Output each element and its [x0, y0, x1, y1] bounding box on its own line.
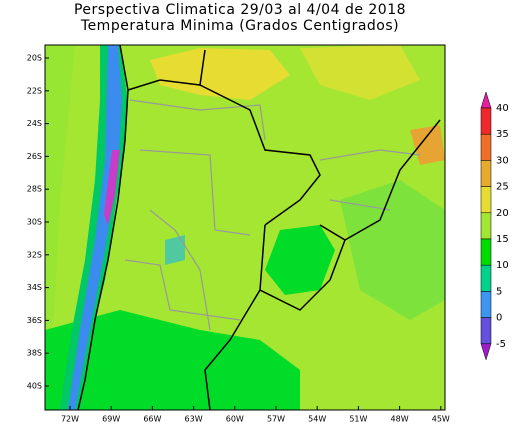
- colorbar-segment: [480, 160, 492, 187]
- latitude-label: 32S: [27, 250, 42, 259]
- longitude-label: 60W: [226, 415, 244, 424]
- warm-zone: [150, 48, 290, 100]
- colorbar-top-arrow: [480, 91, 492, 109]
- subtitle: Temperatura Minima (Grados Centigrados): [80, 18, 399, 34]
- latitude-label: 38S: [27, 349, 42, 358]
- longitude-label: 54W: [308, 415, 326, 424]
- latitude-label: 28S: [27, 185, 42, 194]
- andes-cold: [68, 45, 122, 410]
- latitude-label: 30S: [27, 218, 42, 227]
- green-zone: [45, 310, 300, 410]
- colorbar-label: 20: [496, 208, 509, 219]
- colorbar-label: 40: [496, 103, 509, 114]
- colorbar: 40 35 30 25 20 15 10 5 0 -5: [480, 91, 509, 361]
- longitude-label: 48W: [391, 415, 409, 424]
- warm-zone: [300, 45, 420, 100]
- longitude-label: 63W: [185, 415, 203, 424]
- latitude-label: 34S: [27, 283, 42, 292]
- longitude-label: 45W: [432, 415, 450, 424]
- colorbar-label: 10: [496, 260, 509, 271]
- colorbar-label: 0: [496, 313, 502, 324]
- longitude-label: 57W: [267, 415, 285, 424]
- colorbar-segment: [480, 212, 492, 240]
- colorbar-segment: [480, 317, 492, 345]
- cool-spot: [165, 235, 185, 265]
- longitude-label: 69W: [102, 415, 120, 424]
- green-zone: [265, 225, 335, 295]
- country-borders: [77, 45, 441, 410]
- colorbar-segment: [480, 186, 492, 214]
- provincial-borders: [124, 99, 421, 331]
- latitude-label: 24S: [27, 119, 42, 128]
- colorbar-segment: [480, 264, 492, 292]
- colorbar-bottom-arrow: [480, 343, 492, 361]
- latitude-label: 40S: [27, 382, 42, 391]
- longitude-label: 66W: [143, 415, 161, 424]
- colorbar-label: 30: [496, 155, 509, 166]
- latitude-label: 22S: [27, 86, 42, 95]
- colorbar-label: 35: [496, 129, 509, 140]
- green-zone: [340, 180, 445, 320]
- latitude-label: 36S: [27, 316, 42, 325]
- colorbar-label: 5: [496, 286, 502, 297]
- map: [44, 44, 446, 411]
- ocean-field: [45, 45, 75, 410]
- latitude-label: 26S: [27, 152, 42, 161]
- colorbar-segment: [480, 107, 492, 135]
- colorbar-label: -5: [496, 339, 506, 350]
- colorbar-label: 25: [496, 182, 509, 193]
- longitude-label: 51W: [349, 415, 367, 424]
- latitude-label: 20S: [27, 54, 42, 63]
- andes-coldest: [104, 150, 120, 225]
- map-frame: [44, 44, 446, 411]
- longitude-label: 72W: [61, 415, 79, 424]
- title: Perspectiva Climatica 29/03 al 4/04 de 2…: [74, 2, 406, 18]
- colorbar-segment: [480, 238, 492, 266]
- colorbar-segment: [480, 133, 492, 161]
- colorbar-segment: [480, 291, 492, 318]
- colorbar-label: 15: [496, 234, 509, 245]
